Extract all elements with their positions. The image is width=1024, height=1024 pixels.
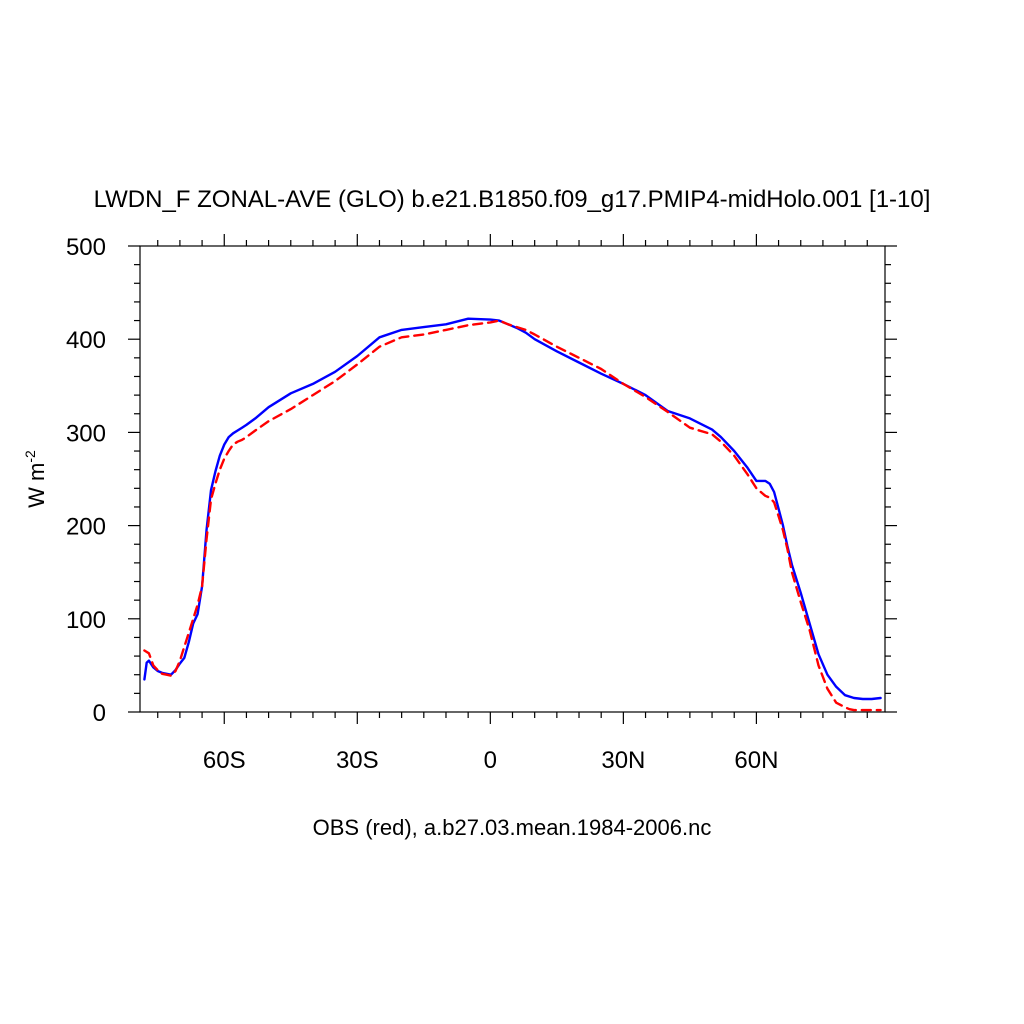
y-tick-label: 500 — [66, 234, 106, 261]
series-line-2 — [143, 319, 882, 712]
plot-frame — [139, 245, 886, 713]
x-tick-label: 30S — [336, 747, 379, 774]
x-axis-label: OBS (red), a.b27.03.mean.1984-2006.nc — [313, 815, 712, 840]
series-line-1 — [143, 317, 882, 701]
y-tick-label: 0 — [93, 700, 106, 727]
axis-ticks — [128, 234, 897, 724]
chart-title: LWDN_F ZONAL-AVE (GLO) b.e21.B1850.f09_g… — [94, 186, 931, 213]
y-axis-label: W m-2 — [22, 450, 49, 508]
x-tick-label: 60S — [203, 747, 246, 774]
y-tick-label: 200 — [66, 514, 106, 541]
x-tick-label: 0 — [484, 747, 497, 774]
plot-lines — [143, 317, 882, 712]
x-tick-label: 30N — [601, 747, 645, 774]
x-tick-label: 60N — [734, 747, 778, 774]
y-tick-label: 400 — [66, 327, 106, 354]
y-tick-label: 300 — [66, 420, 106, 447]
y-tick-label: 100 — [66, 607, 106, 634]
tick-labels: 0 100 200 300 400 500 60S 30S 0 30N 60N — [66, 234, 778, 774]
y-axis-label-exponent: -2 — [22, 450, 38, 463]
